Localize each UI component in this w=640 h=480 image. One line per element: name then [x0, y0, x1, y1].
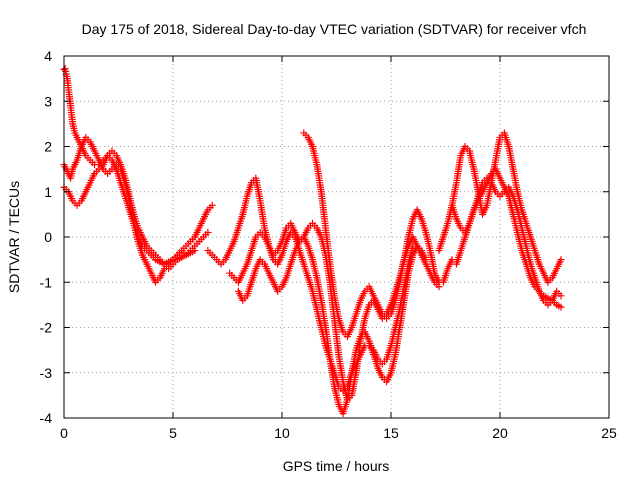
data-point: [204, 228, 212, 236]
x-tick-label: 20: [492, 425, 508, 441]
data-point: [409, 242, 417, 250]
data-point: [191, 247, 199, 255]
y-tick-label: 4: [44, 48, 52, 64]
y-tick-label: 3: [44, 93, 52, 109]
y-tick-label: 1: [44, 184, 52, 200]
x-tick-label: 10: [274, 425, 290, 441]
y-tick-label: 2: [44, 139, 52, 155]
data-point: [557, 292, 565, 300]
data-point: [208, 201, 216, 209]
y-tick-label: -3: [40, 365, 53, 381]
x-axis-label: GPS time / hours: [283, 458, 390, 474]
y-tick-label: -4: [40, 410, 53, 426]
x-tick-label: 25: [601, 425, 617, 441]
x-tick-label: 0: [60, 425, 68, 441]
data-point: [557, 303, 565, 311]
y-tick-label: 0: [44, 229, 52, 245]
y-axis-label: SDTVAR / TECUs: [6, 181, 22, 293]
x-tick-label: 15: [383, 425, 399, 441]
axis-ticks: 0 5 10 15 20 25 -4 -3 -2 -1 0 1 2 3 4: [40, 48, 617, 441]
y-tick-label: -2: [40, 320, 53, 336]
data-point: [557, 256, 565, 264]
x-tick-label: 5: [169, 425, 177, 441]
y-tick-label: -1: [40, 274, 53, 290]
data-points: [60, 65, 565, 417]
chart-title: Day 175 of 2018, Sidereal Day-to-day VTE…: [82, 21, 587, 37]
data-point: [422, 256, 430, 264]
